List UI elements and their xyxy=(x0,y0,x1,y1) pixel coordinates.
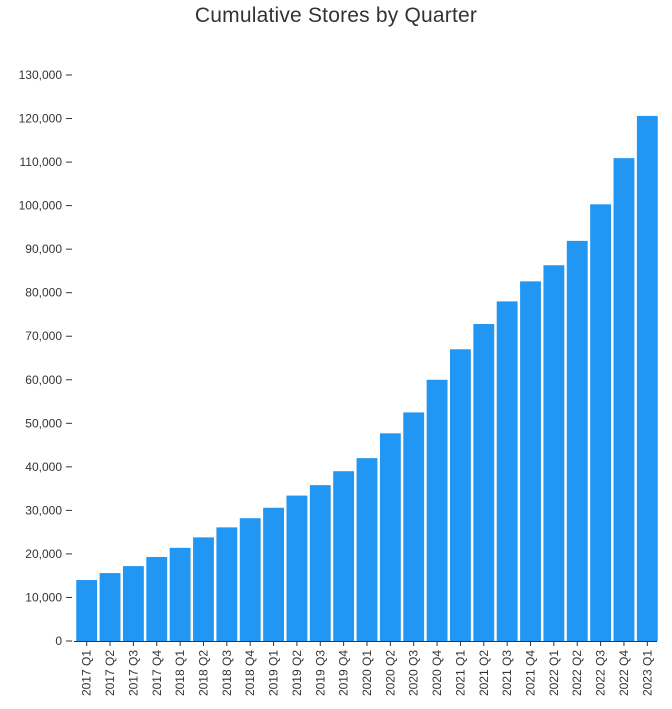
y-tick-label: 130,000 xyxy=(19,68,63,82)
x-tick-label: 2020 Q4 xyxy=(430,650,444,696)
x-tick-label: 2021 Q3 xyxy=(500,650,514,696)
x-tick-label: 2018 Q4 xyxy=(243,650,257,696)
x-tick-label: 2022 Q3 xyxy=(594,650,608,696)
x-tick-label: 2018 Q2 xyxy=(196,650,210,696)
bar xyxy=(379,433,401,641)
bar xyxy=(169,547,191,641)
x-tick-label: 2020 Q3 xyxy=(407,650,421,696)
bar xyxy=(450,349,471,641)
bar xyxy=(193,537,214,641)
x-tick-label: 2017 Q3 xyxy=(126,650,140,696)
chart-title: Cumulative Stores by Quarter xyxy=(194,4,478,27)
bar xyxy=(146,556,168,641)
x-tick-label: 2018 Q3 xyxy=(220,650,234,696)
bar xyxy=(566,240,588,642)
bar xyxy=(216,527,238,641)
y-tick-label: 110,000 xyxy=(20,155,63,169)
bar xyxy=(263,507,284,641)
y-axis: 0 10,000 20,000 30,000 40,000 50,000 60,000 70,… xyxy=(19,68,72,648)
bar xyxy=(520,281,541,641)
bars xyxy=(76,115,658,642)
y-tick-label: 30,000 xyxy=(25,503,62,517)
bar xyxy=(473,324,495,641)
bar xyxy=(122,566,144,641)
bar xyxy=(239,518,261,641)
bar xyxy=(636,115,658,642)
bar xyxy=(590,204,612,641)
x-tick-label: 2019 Q1 xyxy=(267,650,281,696)
y-tick-label: 0 xyxy=(55,634,62,648)
bar xyxy=(99,573,121,641)
x-tick-label: 2023 Q1 xyxy=(640,650,654,696)
y-tick-label: 50,000 xyxy=(25,416,62,430)
x-tick-label: 2022 Q4 xyxy=(617,650,631,696)
y-tick-label: 120,000 xyxy=(19,112,63,126)
x-axis: 2017 Q1 2017 Q2 2017 Q3 2017 Q4 2018 Q1 2018 … xyxy=(74,641,657,696)
x-tick-label: 2019 Q4 xyxy=(337,650,351,696)
x-tick-label: 2022 Q1 xyxy=(547,650,561,696)
y-tick-label: 80,000 xyxy=(25,286,62,300)
y-tick-label: 90,000 xyxy=(25,242,62,256)
x-tick-label: 2021 Q2 xyxy=(477,650,491,696)
x-tick-label: 2021 Q1 xyxy=(453,650,467,696)
bar xyxy=(496,301,518,641)
y-tick-label: 60,000 xyxy=(25,373,62,387)
x-tick-label: 2017 Q1 xyxy=(80,650,94,696)
x-tick-label: 2021 Q4 xyxy=(524,650,538,696)
x-tick-label: 2017 Q4 xyxy=(150,650,164,696)
y-tick-label: 70,000 xyxy=(25,329,62,343)
bar xyxy=(426,379,448,641)
bar xyxy=(543,265,565,641)
x-tick-label: 2019 Q3 xyxy=(313,650,327,696)
x-tick-label: 2022 Q2 xyxy=(570,650,584,696)
y-tick-label: 10,000 xyxy=(25,590,62,604)
bar xyxy=(356,458,378,641)
bar xyxy=(403,412,425,641)
y-tick-label: 20,000 xyxy=(25,547,62,561)
y-tick-label: 100,000 xyxy=(19,199,63,213)
bar xyxy=(309,485,331,641)
bar xyxy=(76,580,98,641)
bar xyxy=(286,495,308,641)
bar xyxy=(333,471,355,641)
y-tick-label: 40,000 xyxy=(25,460,62,474)
x-tick-label: 2019 Q2 xyxy=(290,650,304,696)
x-tick-label: 2018 Q1 xyxy=(173,650,187,696)
x-tick-label: 2020 Q2 xyxy=(383,650,397,696)
x-tick-label: 2020 Q1 xyxy=(360,650,374,696)
bar xyxy=(613,158,635,642)
x-tick-label: 2017 Q2 xyxy=(103,650,117,696)
